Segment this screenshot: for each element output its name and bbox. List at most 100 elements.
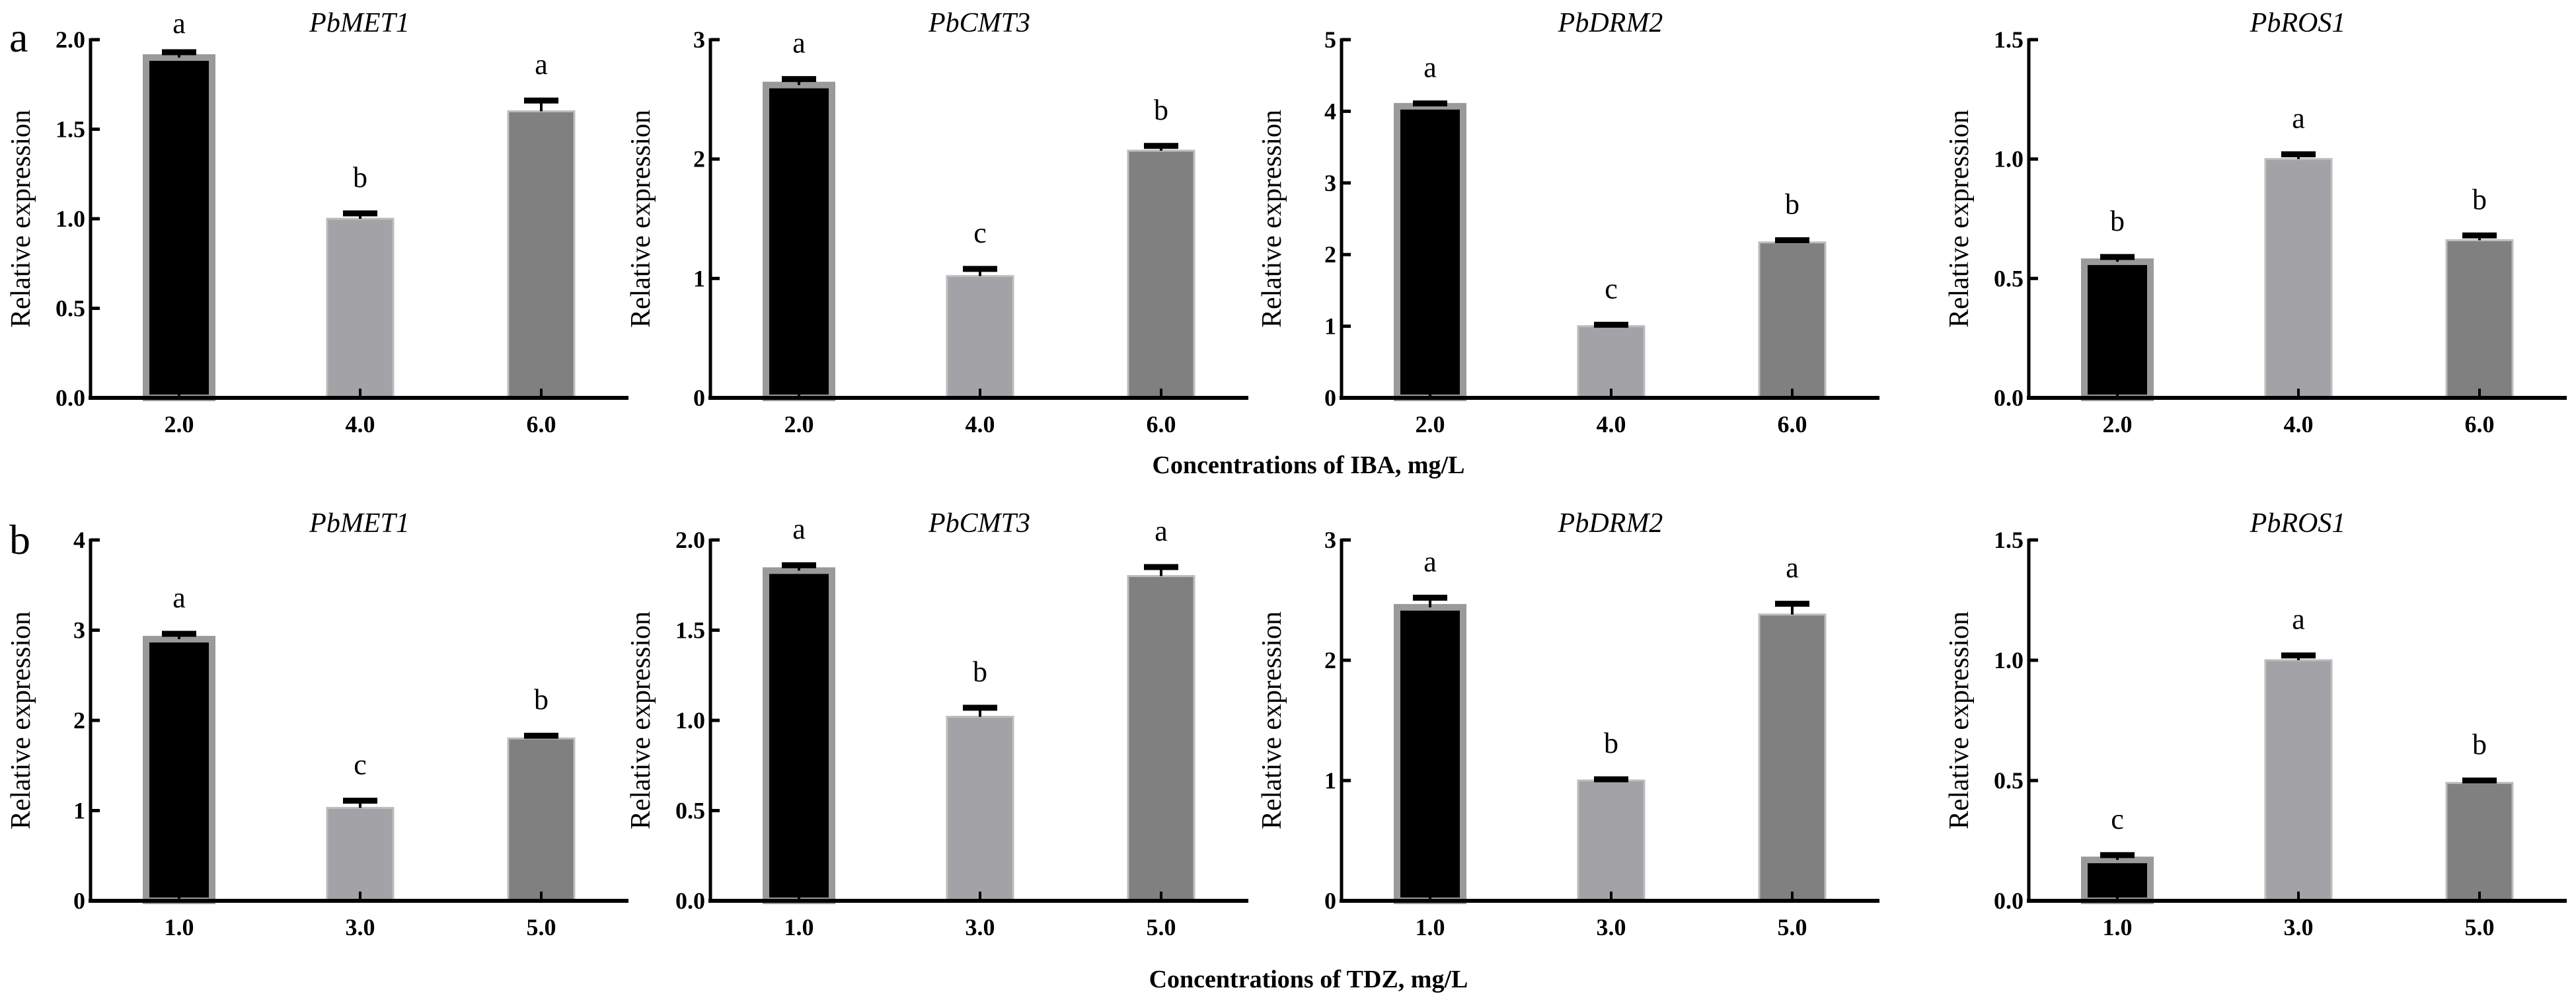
subplot-pbros1-a: PbROS1 Relative expression b 2.0 a 4.0 b 6.0 0.0… xyxy=(1944,8,2567,438)
significance-letter: c xyxy=(973,217,987,249)
y-tick-label: 1.5 xyxy=(56,116,85,143)
y-axis-label: Relative expression xyxy=(1944,110,1975,328)
y-tick-label: 3 xyxy=(73,617,85,644)
significance-letter: a xyxy=(535,48,548,81)
y-tick-label: 2.0 xyxy=(675,527,705,553)
bar xyxy=(1758,613,1827,902)
y-tick-label: 0 xyxy=(73,888,85,914)
bar xyxy=(1127,575,1195,902)
bar xyxy=(1577,779,1646,902)
subplot-title: PbROS1 xyxy=(2250,508,2346,539)
x-tick-label: 3.0 xyxy=(2284,914,2314,940)
y-axis-label: Relative expression xyxy=(626,110,656,328)
y-axis-label: Relative expression xyxy=(1257,611,1287,829)
bar xyxy=(507,110,576,399)
bar xyxy=(1758,241,1827,399)
bar xyxy=(2264,659,2333,902)
y-tick-label: 3 xyxy=(1324,170,1336,196)
bar xyxy=(326,217,395,399)
subplot-pbcmt3-b: PbCMT3 Relative expression a 1.0 b 3.0 a 5.0 0.0… xyxy=(626,508,1248,940)
x-tick-label: 6.0 xyxy=(1778,411,1807,438)
y-tick-label: 0 xyxy=(693,385,705,411)
panel-label-b: b xyxy=(9,516,30,563)
subplot-title: PbMET1 xyxy=(309,508,410,539)
significance-letter: a xyxy=(792,513,806,545)
y-tick-label: 1.5 xyxy=(1994,527,2024,553)
bar xyxy=(143,636,215,905)
panel-label-a: a xyxy=(9,14,28,61)
subplot-title: PbMET1 xyxy=(309,8,410,38)
y-tick-label: 0.5 xyxy=(675,798,705,824)
x-tick-label: 1.0 xyxy=(784,914,814,940)
y-tick-label: 2.0 xyxy=(56,26,85,53)
bar xyxy=(2264,158,2333,399)
x-tick-label: 5.0 xyxy=(2465,914,2495,940)
bar xyxy=(1394,603,1466,904)
significance-letter: b xyxy=(973,656,987,688)
x-tick-label: 3.0 xyxy=(966,914,995,940)
y-tick-label: 1 xyxy=(73,798,85,824)
y-tick-label: 1 xyxy=(1324,313,1336,340)
y-tick-label: 1.0 xyxy=(56,206,85,232)
x-tick-label: 4.0 xyxy=(966,411,995,438)
bar xyxy=(1127,149,1195,399)
x-tick-label: 6.0 xyxy=(2465,411,2495,438)
x-tick-label: 6.0 xyxy=(1147,411,1176,438)
significance-letter: a xyxy=(172,582,186,614)
y-tick-label: 1 xyxy=(693,265,705,291)
significance-letter: a xyxy=(1155,515,1168,547)
bar xyxy=(946,716,1014,902)
y-tick-label: 0 xyxy=(1324,385,1336,411)
bar xyxy=(143,54,215,402)
x-tick-label: 4.0 xyxy=(1597,411,1626,438)
subplot-pbdrm2-a: PbDRM2 Relative expression a 2.0 c 4.0 b 6.0 0 1 2… xyxy=(1257,8,1879,438)
bar xyxy=(1394,102,1466,401)
y-axis-label: Relative expression xyxy=(626,611,656,829)
y-tick-label: 1.0 xyxy=(1994,146,2024,172)
significance-letter: c xyxy=(2111,803,2124,835)
y-tick-label: 0.0 xyxy=(1994,385,2024,411)
subplot-pbdrm2-b: PbDRM2 Relative expression a 1.0 b 3.0 a 5.0 0 1 2… xyxy=(1257,508,1879,940)
y-tick-label: 0.0 xyxy=(675,888,705,914)
y-tick-label: 2 xyxy=(693,146,705,172)
y-axis-label: Relative expression xyxy=(1944,611,1975,829)
significance-letter: b xyxy=(2110,205,2125,237)
subplot-pbmet1-a: PbMET1 Relative expression a 2.0 b 4.0 a 6.0 0.0… xyxy=(6,7,628,438)
subplot-pbcmt3-a: PbCMT3 Relative expression a 2.0 c 4.0 b 6.0 0 1 2… xyxy=(626,8,1248,438)
bar xyxy=(2081,258,2154,402)
subplot-pbros1-b: PbROS1 Relative expression c 1.0 a 3.0 b 5.0 0.0… xyxy=(1944,508,2567,940)
subplot-title: PbROS1 xyxy=(2250,8,2346,38)
x-tick-label: 2.0 xyxy=(784,411,814,438)
subplot-title: PbCMT3 xyxy=(928,8,1030,38)
y-tick-label: 3 xyxy=(1324,527,1336,553)
significance-letter: a xyxy=(172,7,186,40)
y-axis-label: Relative expression xyxy=(6,611,36,829)
significance-letter: a xyxy=(792,27,806,59)
y-tick-label: 1.0 xyxy=(1994,647,2024,673)
x-tick-label: 3.0 xyxy=(1597,914,1626,940)
y-tick-label: 0.5 xyxy=(1994,265,2024,291)
y-tick-label: 2 xyxy=(73,707,85,734)
significance-letter: a xyxy=(1423,545,1437,578)
y-axis-label: Relative expression xyxy=(6,110,36,328)
bar xyxy=(2445,239,2514,399)
x-tick-label: 5.0 xyxy=(1147,914,1176,940)
bar xyxy=(946,275,1014,399)
x-tick-label: 4.0 xyxy=(2284,411,2314,438)
x-tick-label: 1.0 xyxy=(165,914,194,940)
significance-letter: a xyxy=(1423,51,1437,83)
x-axis-label-tdz: Concentrations of TDZ, mg/L xyxy=(1149,966,1468,993)
y-tick-label: 4 xyxy=(73,527,85,553)
y-tick-label: 1.5 xyxy=(675,617,705,644)
subplot-title: PbDRM2 xyxy=(1558,8,1663,38)
significance-letter: a xyxy=(2292,603,2305,636)
y-tick-label: 3 xyxy=(693,26,705,53)
subplot-title: PbDRM2 xyxy=(1558,508,1663,539)
significance-letter: b xyxy=(1154,94,1168,126)
x-tick-label: 5.0 xyxy=(527,914,556,940)
y-axis-label: Relative expression xyxy=(1257,110,1287,328)
y-tick-label: 5 xyxy=(1324,26,1336,53)
y-tick-label: 0.0 xyxy=(1994,888,2024,914)
y-tick-label: 2 xyxy=(1324,241,1336,268)
y-tick-label: 1.5 xyxy=(1994,26,2024,53)
